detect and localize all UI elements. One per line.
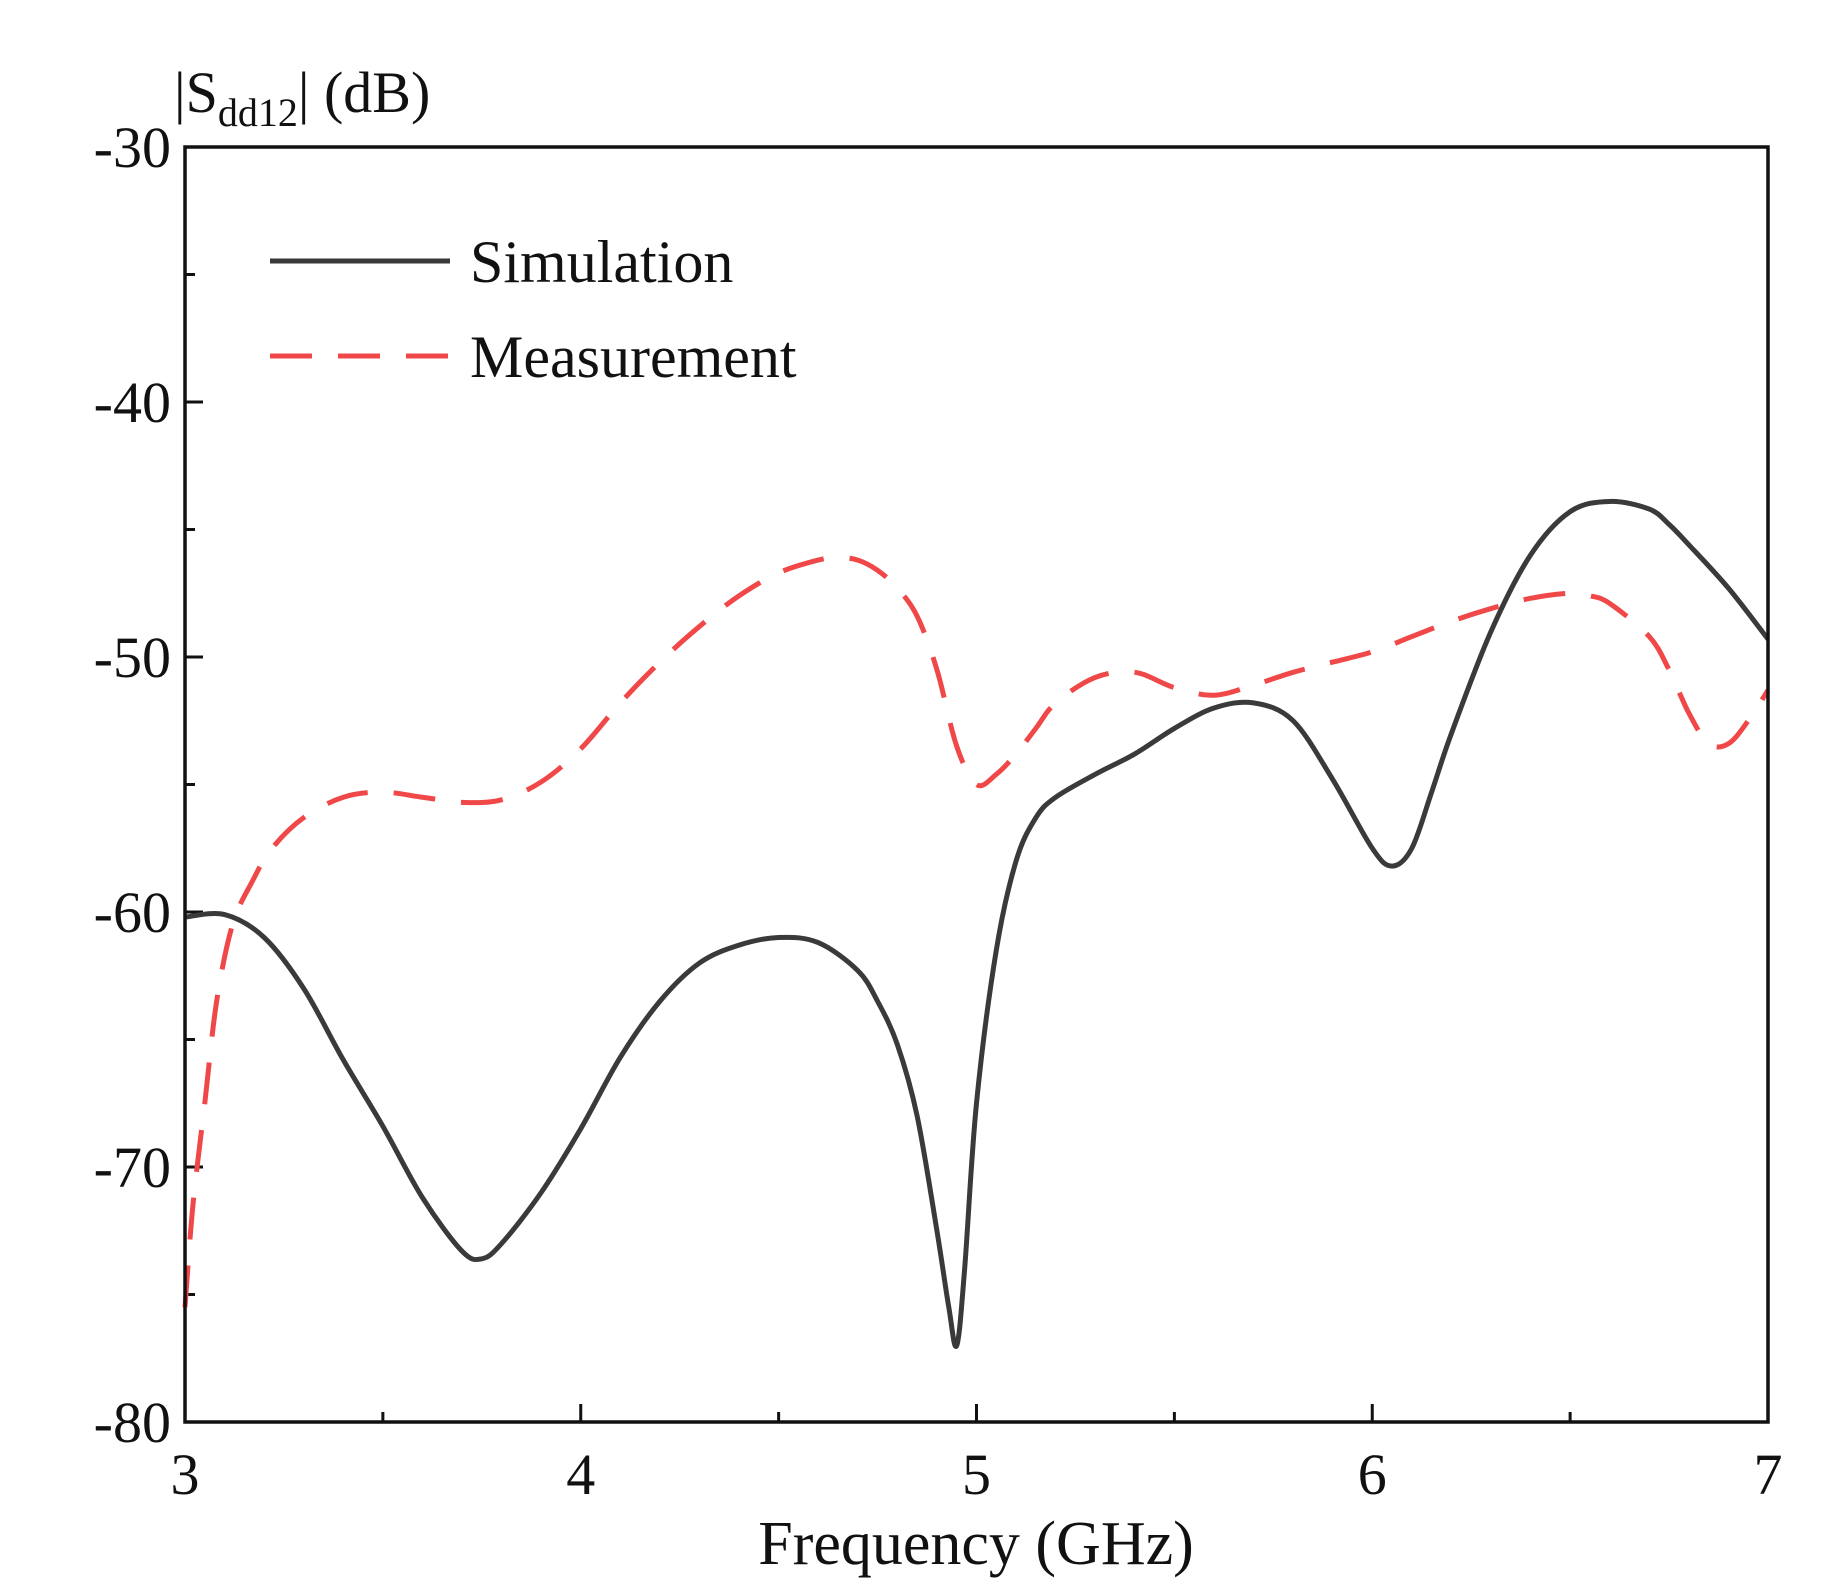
- x-tick-label: 4: [566, 1442, 595, 1507]
- x-tick-labels: 3 4 5 6 7: [171, 1442, 1783, 1507]
- y-tick-label: -30: [94, 115, 171, 180]
- y-tick-label: -80: [94, 1390, 171, 1455]
- x-tick-label: 3: [171, 1442, 200, 1507]
- x-tick-label: 5: [962, 1442, 991, 1507]
- legend: Simulation Measurement: [270, 229, 797, 390]
- y-axis-label-subscript: dd12: [218, 90, 298, 135]
- plot-frame: [183, 145, 1770, 1424]
- y-tick-label: -40: [94, 370, 171, 435]
- y-axis-label: |Sdd12| (dB): [174, 60, 430, 135]
- y-tick-labels: -80 -70 -60 -50 -40 -30: [94, 115, 171, 1455]
- y-axis-label-suffix: | (dB): [298, 60, 430, 125]
- y-tick-label: -60: [94, 880, 171, 945]
- x-tick-label: 7: [1754, 1442, 1783, 1507]
- x-axis-label: Frequency (GHz): [758, 1510, 1194, 1578]
- series-line-measurement: [182, 555, 1771, 1308]
- x-tick-label: 6: [1358, 1442, 1387, 1507]
- y-tick-label: -70: [94, 1135, 171, 1200]
- y-axis-label-prefix: |S: [174, 60, 218, 125]
- legend-measurement-label: Measurement: [470, 324, 797, 390]
- series-line-simulation: [184, 498, 1770, 1349]
- legend-simulation-label: Simulation: [470, 229, 733, 295]
- series-lines: [182, 498, 1771, 1349]
- y-tick-label: -50: [94, 625, 171, 690]
